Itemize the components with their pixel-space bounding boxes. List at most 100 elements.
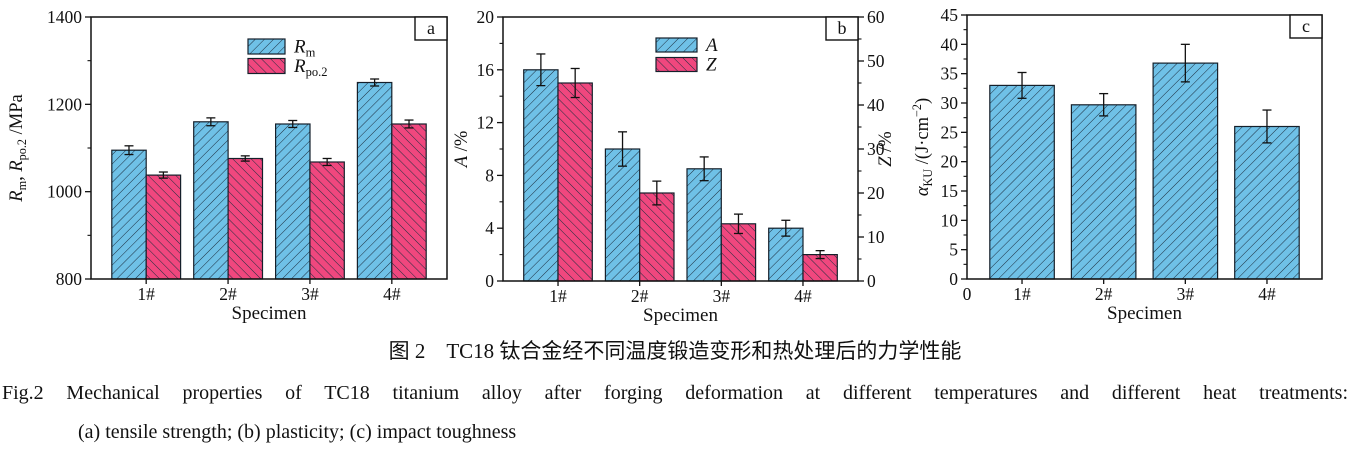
error-bar-A-4# [781,219,791,237]
y-tick-label: 8 [485,165,494,185]
y-axis-title: αKU /(J·cm−2) [910,98,935,196]
chart-b-plasticity: 0 4 8 12 16 20 A /% 0 10 20 30 40 50 60 Z /% 1# 2# 3# 4# Sp… [452,7,896,326]
error-bar-A-2# [618,131,628,167]
y-tick-label: 20 [477,7,495,27]
error-bar-Rm-2# [206,117,216,127]
error-bar-aKU-3# [1180,43,1190,83]
error-bar-Rpo.2-2# [240,155,250,162]
chart-a-tensile-strength: 800 1000 1200 1400 Rm, Rpo.2 /MPa 1# 2# 3# 4# Spe… [7,7,448,324]
error-bar-Z-4# [815,249,825,260]
chart-panel-a: 800 1000 1200 1400 Rm, Rpo.2 /MPa 1# 2# 3# 4# Spe… [0,0,450,330]
y-tick-label: 15 [941,181,959,201]
error-bar-aKU-4# [1262,109,1272,144]
legend-label-Rm: Rm [293,37,316,60]
panel-label-box: c [1289,14,1323,39]
y-axis-left: 0 5 10 15 20 25 30 35 40 45 [941,5,967,289]
legend-swatch-Z [655,56,698,73]
y-tick-label: 10 [941,210,959,230]
error-bar-aKU-2# [1099,92,1109,117]
bars [523,53,838,282]
x-tick-label: 1# [137,284,155,304]
bar-Z-3# [720,213,757,282]
y2-tick-label: 30 [867,139,885,159]
x-origin-label: 0 [963,284,972,304]
caption-english-line2: (a) tensile strength; (b) plasticity; (c… [78,421,517,443]
y2-tick-label: 20 [867,183,885,203]
bar-Z-2# [639,180,675,282]
error-bar-Z-3# [733,213,743,235]
error-bar-Rpo.2-3# [322,157,332,167]
bar-A-4# [768,219,804,282]
x-tick-label: 3# [301,284,319,304]
caption-chinese: 图 2 TC18 钛合金经不同温度锻造变形和热处理后的力学性能 [388,339,962,363]
x-tick-label: 1# [1013,284,1031,304]
bar-Rm-3# [275,119,311,280]
y-tick-label: 35 [941,64,959,84]
legend: AZ [655,35,718,76]
bars [111,78,427,280]
x-tick-label: 4# [1258,284,1276,304]
y-axis-left: 800 1000 1200 1400 [47,7,91,289]
x-axis-title: Specimen [643,305,718,326]
y-tick-label: 45 [941,5,959,25]
bar-Rm-2# [193,117,229,280]
chart-c-impact-toughness: 0 5 10 15 20 25 30 35 40 45 αKU /(J·cm−2) 1# 2# 3# 4# 0… [910,5,1323,324]
y-axis-right: 0 10 20 30 40 50 60 [858,7,885,291]
y2-tick-label: 0 [867,271,876,291]
bar-aKU-2# [1070,92,1137,280]
error-bar-Z-2# [652,180,662,206]
bar-aKU-3# [1152,43,1219,280]
bar-Rpo.2-4# [391,119,427,280]
y-tick-label: 0 [485,271,494,291]
bar-aKU-1# [989,71,1055,280]
y2-tick-label: 40 [867,95,885,115]
legend-swatch-Rpo.2 [247,57,286,75]
y-tick-label: 40 [941,34,959,54]
x-tick-label: 4# [794,286,812,306]
error-bar-Rpo.2-4# [404,119,414,129]
x-axis: 1# 2# 3# 4# [137,279,401,304]
error-bar-aKU-1# [1017,71,1027,99]
panel-label-box: b [825,16,859,41]
y-tick-label: 1400 [47,7,82,27]
x-tick-label: 2# [1095,284,1113,304]
error-bar-Rm-1# [124,145,134,156]
panel-label: c [1302,16,1310,36]
y-axis-left: 0 4 8 12 16 20 [477,7,503,291]
bar-Rpo.2-1# [145,171,182,280]
bar-A-1# [523,53,559,282]
chart-panel-c: 0 5 10 15 20 25 30 35 40 45 αKU /(J·cm−2) 1# 2# 3# 4# 0… [900,0,1350,330]
error-bar-A-3# [699,156,709,182]
panel-label-box: a [414,16,448,41]
legend-label-A: A [704,35,718,56]
x-tick-label: 2# [631,286,649,306]
chart-panel-b: 0 4 8 12 16 20 A /% 0 10 20 30 40 50 60 Z /% 1# 2# 3# 4# Sp… [450,0,900,330]
charts-row: 800 1000 1200 1400 Rm, Rpo.2 /MPa 1# 2# 3# 4# Spe… [0,0,1350,330]
bar-A-3# [686,156,722,282]
legend-label-Rpo.2: Rpo.2 [293,56,327,79]
bar-A-2# [604,131,641,282]
x-axis: 1# 2# 3# 4# 0 [963,279,1276,304]
legend-swatch-Rm [247,38,286,55]
legend-label-Z: Z [706,55,717,76]
error-bar-A-1# [536,53,546,87]
y-tick-label: 16 [477,60,495,80]
y-tick-label: 1000 [47,182,82,202]
caption-english-line1: Fig.2 Mechanical properties of TC18 tita… [2,382,1348,404]
error-bar-Rm-3# [288,119,298,129]
panel-label: b [838,18,847,38]
y-tick-label: 25 [941,122,959,142]
legend-swatch-A [655,37,698,53]
y2-tick-label: 60 [867,7,885,27]
x-tick-label: 3# [1177,284,1195,304]
x-axis-title: Specimen [1107,303,1182,324]
x-axis: 1# 2# 3# 4# [549,281,812,306]
bar-Rpo.2-2# [227,155,264,280]
bar-Rm-1# [111,145,147,280]
y-axis-title: Rm, Rpo.2 /MPa [7,94,29,202]
y-axis-title: A /% [452,131,472,170]
x-tick-label: 4# [383,284,401,304]
error-bar-Z-1# [570,67,580,99]
